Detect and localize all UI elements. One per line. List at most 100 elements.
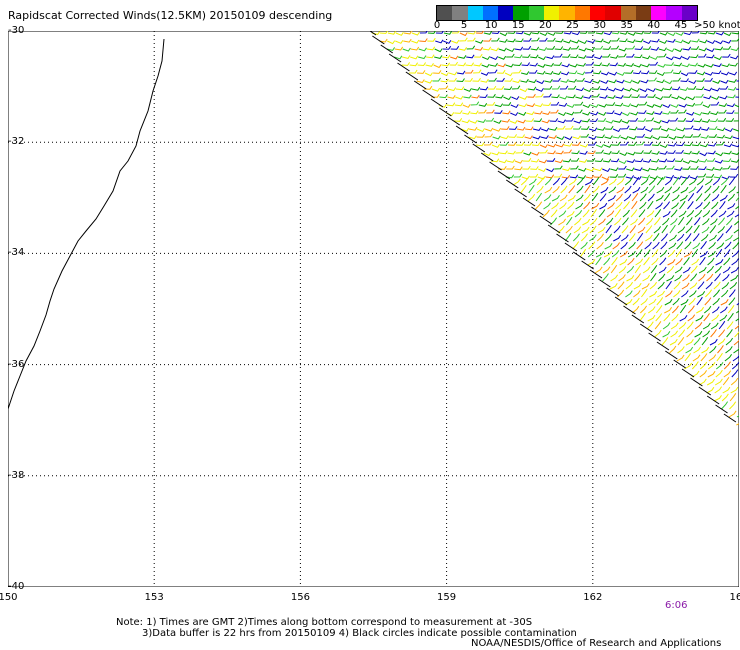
legend-label: 15	[511, 20, 525, 31]
edge-barb	[464, 134, 477, 144]
wind-barb	[659, 150, 668, 155]
wind-barb	[499, 38, 508, 43]
wind-barb	[673, 281, 681, 290]
wind-barb	[450, 55, 459, 60]
wind-barb	[629, 126, 638, 131]
wind-barb	[493, 120, 502, 124]
wind-barb	[725, 118, 735, 122]
wind-barb	[724, 128, 734, 133]
wind-barb	[567, 85, 577, 90]
wind-barb	[715, 369, 723, 378]
wind-barb	[651, 31, 660, 34]
wind-barb	[599, 94, 608, 99]
wind-barb	[458, 47, 468, 51]
wind-barb	[522, 157, 532, 162]
wind-barb	[556, 136, 565, 141]
wind-barb	[521, 175, 530, 180]
wind-barb	[514, 46, 524, 51]
wind-barb	[557, 119, 566, 124]
wind-barb	[625, 281, 634, 290]
wind-barb	[387, 31, 397, 35]
wind-barb	[711, 314, 720, 322]
wind-barb	[542, 111, 551, 115]
wind-barb	[403, 38, 412, 43]
wind-barb	[686, 321, 694, 330]
wind-barb	[541, 119, 550, 124]
wind-barb	[691, 142, 701, 147]
wind-barb	[564, 136, 573, 141]
wind-barb	[735, 317, 739, 322]
edge-barb	[690, 377, 703, 387]
wind-barb	[473, 69, 482, 74]
wind-barb	[650, 46, 660, 51]
wind-barb	[716, 233, 724, 242]
wind-barb	[576, 185, 584, 194]
wind-barb	[535, 192, 543, 202]
wind-barb	[735, 310, 739, 314]
wind-barb	[529, 62, 538, 67]
wind-barb	[659, 40, 668, 44]
wind-barb	[655, 313, 663, 322]
wind-barb	[459, 37, 468, 42]
wind-barb	[687, 314, 696, 322]
wind-barb	[512, 79, 521, 84]
wind-barb	[714, 166, 723, 171]
wind-barb	[559, 194, 568, 202]
wind-barb	[662, 331, 671, 338]
wind-barb	[450, 45, 460, 50]
wind-barb	[732, 354, 739, 362]
wind-barb	[618, 160, 627, 165]
wind-barb	[578, 167, 587, 172]
wind-barb	[494, 110, 503, 114]
wind-barb	[714, 273, 721, 282]
wind-barb	[706, 265, 715, 274]
wind-barb	[684, 241, 692, 250]
wind-barb	[562, 158, 572, 163]
wind-barb	[586, 167, 595, 172]
wind-barb	[486, 109, 495, 114]
wind-barb	[552, 77, 561, 82]
wind-barb	[718, 210, 727, 218]
wind-barb	[682, 160, 691, 164]
wind-barb	[582, 104, 591, 109]
wind-barb	[677, 337, 685, 346]
wind-barb	[631, 200, 638, 210]
wind-barb	[571, 142, 581, 146]
wind-barb	[592, 79, 601, 84]
wind-barb	[451, 31, 460, 34]
wind-barb	[558, 112, 567, 117]
wind-barb	[497, 63, 506, 68]
wind-barb	[736, 80, 739, 82]
wind-barb	[528, 79, 537, 84]
wind-barb	[593, 173, 603, 178]
wind-barb	[717, 345, 724, 354]
wind-barb	[602, 273, 609, 282]
wind-barb	[681, 290, 689, 298]
wind-barb	[718, 217, 726, 226]
wind-barb	[596, 233, 605, 242]
wind-barb	[656, 177, 664, 186]
wind-barb	[618, 274, 626, 282]
wind-barb	[575, 95, 584, 100]
wind-barb	[675, 258, 683, 266]
wind-barb	[579, 40, 588, 45]
wind-barb	[515, 31, 525, 35]
wind-barb	[666, 48, 675, 53]
wind-barb	[525, 126, 534, 131]
wind-barb	[698, 166, 707, 171]
legend-swatch	[513, 6, 529, 20]
wind-barb	[639, 88, 648, 93]
wind-barb	[640, 186, 649, 194]
edge-barb	[723, 413, 737, 423]
wind-barb	[571, 39, 580, 44]
wind-barb	[419, 38, 428, 43]
wind-barb	[658, 165, 667, 170]
wind-barb	[550, 209, 558, 218]
wind-barb	[485, 117, 495, 122]
wind-barb	[491, 144, 501, 148]
wind-barb	[554, 46, 564, 51]
wind-barb	[457, 62, 467, 67]
wind-barb	[649, 70, 658, 74]
wind-barb	[590, 103, 599, 108]
wind-barb	[529, 69, 538, 74]
